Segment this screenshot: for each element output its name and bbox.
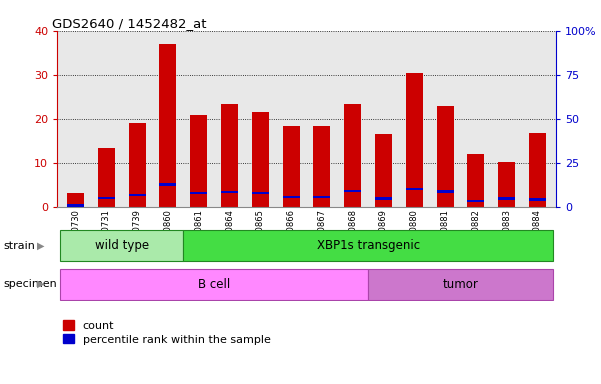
Text: XBP1s transgenic: XBP1s transgenic: [317, 239, 419, 252]
Bar: [314, 196, 331, 198]
Bar: [468, 200, 484, 202]
Bar: [98, 148, 115, 207]
Text: ▶: ▶: [37, 279, 44, 289]
Text: specimen: specimen: [3, 279, 56, 289]
Bar: [344, 190, 361, 192]
Bar: [498, 162, 515, 207]
Text: wild type: wild type: [95, 239, 149, 252]
Bar: [252, 192, 269, 194]
Bar: [406, 188, 423, 190]
Bar: [252, 113, 269, 207]
Bar: [221, 104, 238, 207]
Bar: [221, 191, 238, 193]
Bar: [98, 197, 115, 199]
Bar: [159, 183, 177, 185]
Bar: [529, 198, 546, 200]
Bar: [344, 104, 361, 207]
Bar: [60, 230, 183, 261]
Bar: [129, 194, 145, 197]
Text: tumor: tumor: [442, 278, 478, 291]
Bar: [282, 126, 299, 207]
Text: B cell: B cell: [198, 278, 230, 291]
Legend: count, percentile rank within the sample: count, percentile rank within the sample: [63, 320, 270, 345]
Bar: [436, 106, 454, 207]
Bar: [67, 193, 84, 207]
Bar: [436, 190, 454, 192]
Bar: [183, 230, 553, 261]
Bar: [67, 205, 84, 207]
Bar: [529, 133, 546, 207]
Bar: [191, 114, 207, 207]
Text: ▶: ▶: [37, 241, 44, 251]
Bar: [498, 197, 515, 200]
Bar: [375, 197, 392, 200]
Text: GDS2640 / 1452482_at: GDS2640 / 1452482_at: [52, 17, 207, 30]
Text: strain: strain: [3, 241, 35, 251]
Bar: [191, 192, 207, 194]
Bar: [282, 196, 299, 198]
Bar: [468, 154, 484, 207]
Bar: [159, 44, 177, 207]
Bar: [60, 269, 368, 300]
Bar: [406, 73, 423, 207]
Bar: [314, 126, 331, 207]
Bar: [375, 134, 392, 207]
Bar: [129, 122, 145, 207]
Bar: [368, 269, 553, 300]
